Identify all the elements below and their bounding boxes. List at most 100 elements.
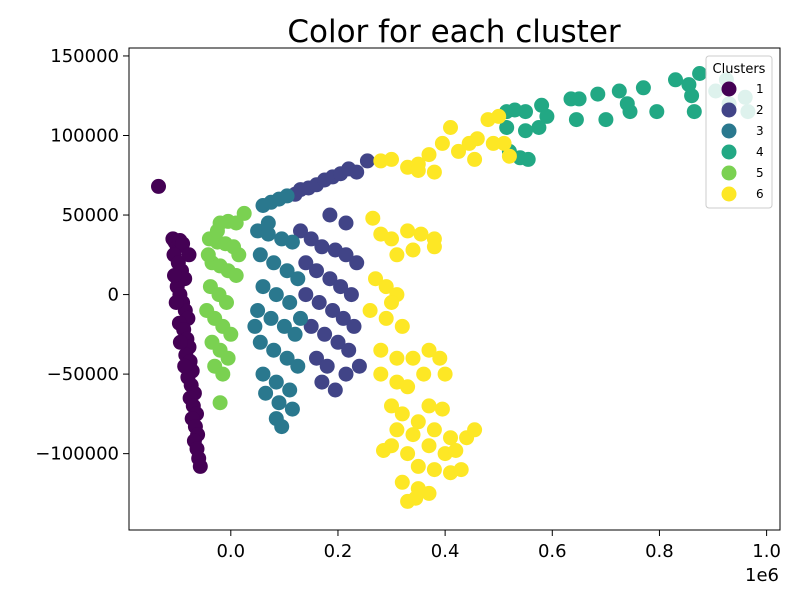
cluster-2-point: [319, 358, 335, 374]
cluster-6-point: [426, 239, 442, 255]
legend-title: Clusters: [713, 62, 766, 77]
cluster-4-point: [534, 97, 550, 113]
legend-marker-6: [721, 186, 737, 202]
cluster-3-point: [268, 374, 284, 390]
cluster-4-point: [686, 104, 702, 120]
x-axis: 0.0 0.2 0.4 0.6 0.8 1.0: [216, 530, 781, 562]
x-tick-label: 0.8: [645, 541, 674, 562]
cluster-4-point: [518, 104, 533, 120]
cluster-3-point: [276, 318, 292, 334]
legend-marker-2: [721, 102, 737, 118]
cluster-2-point: [338, 215, 354, 231]
cluster-4-point: [684, 88, 700, 104]
cluster-2-point: [327, 382, 343, 398]
cluster-4-point: [571, 91, 587, 107]
x-tick-label: 0.2: [324, 541, 353, 562]
cluster-3-point: [263, 310, 279, 326]
cluster-6-point: [467, 151, 483, 167]
cluster-5-point: [228, 268, 244, 283]
cluster-4-point: [668, 72, 683, 88]
legend-marker-3: [721, 123, 737, 139]
cluster-4-point: [499, 120, 515, 135]
cluster-2-point: [322, 271, 338, 287]
cluster-3-point: [252, 334, 268, 350]
cluster-3-point: [250, 303, 266, 318]
cluster-3-point: [266, 255, 282, 271]
cluster-2-point: [303, 231, 319, 247]
cluster-5-point: [220, 350, 236, 366]
cluster-2-point: [309, 350, 324, 366]
cluster-5-point: [199, 303, 215, 318]
cluster-2-point: [341, 342, 357, 358]
y-tick-label: −50000: [47, 364, 119, 385]
cluster-6-point: [501, 148, 517, 164]
cluster-3-point: [247, 318, 263, 334]
cluster-4-point: [622, 104, 638, 120]
cluster-2-point: [349, 255, 365, 271]
cluster-4-point: [611, 83, 627, 99]
cluster-3-point: [284, 401, 300, 417]
cluster-2-point: [303, 318, 319, 334]
cluster-1-point: [151, 178, 166, 194]
cluster-2-point: [298, 255, 314, 271]
cluster-3-point: [284, 234, 300, 250]
cluster-6-point: [421, 438, 437, 454]
cluster-3-points: [247, 188, 308, 435]
cluster-6-point: [373, 366, 389, 382]
cluster-6-point: [426, 422, 442, 438]
cluster-3-point: [266, 342, 282, 358]
cluster-4-point: [590, 86, 606, 102]
cluster-3-point: [252, 247, 268, 263]
cluster-1-point: [172, 334, 188, 350]
legend-label-3: 3: [756, 124, 764, 138]
cluster-6-point: [421, 342, 437, 358]
cluster-6-point: [453, 462, 469, 478]
legend-label-1: 1: [756, 82, 764, 96]
cluster-6-point: [378, 310, 394, 326]
cluster-4-point: [520, 151, 536, 167]
cluster-6-point: [469, 131, 485, 147]
legend: Clusters 1 2 3 4 5 6: [705, 55, 773, 209]
cluster-6-point: [496, 135, 512, 151]
cluster-6-point: [378, 279, 394, 295]
cluster-6-point: [448, 443, 464, 458]
cluster-3-point: [255, 279, 271, 295]
cluster-2-point: [351, 358, 367, 374]
cluster-5-points: [199, 205, 252, 411]
cluster-6-point: [405, 427, 421, 443]
y-tick-label: 100000: [50, 125, 119, 146]
cluster-3-point: [279, 350, 295, 366]
cluster-3-point: [268, 287, 284, 303]
cluster-2-point: [293, 223, 308, 239]
cluster-6-point: [384, 231, 399, 247]
y-tick-label: −100000: [35, 444, 119, 465]
cluster-1-point: [168, 295, 184, 310]
cluster-3-point: [260, 226, 276, 242]
cluster-6-point: [410, 458, 426, 474]
cluster-6-point: [467, 422, 483, 438]
cluster-6-point: [426, 164, 442, 180]
plot-frame: [128, 47, 781, 531]
cluster-6-point: [426, 462, 442, 478]
cluster-2-point: [325, 303, 341, 318]
cluster-6-point: [485, 135, 501, 151]
y-tick-label: 50000: [62, 205, 119, 226]
cluster-2-point: [338, 366, 354, 382]
cluster-5-point: [215, 366, 231, 382]
legend-label-6: 6: [756, 187, 764, 201]
legend-marker-4: [721, 144, 737, 160]
cluster-3-point: [290, 271, 306, 287]
cluster-6-point: [368, 271, 383, 287]
cluster-5-point: [212, 395, 228, 411]
cluster-3-point: [279, 188, 295, 204]
cluster-6-point: [437, 366, 453, 382]
cluster-6-point: [410, 163, 426, 178]
cluster-4-point: [692, 66, 708, 81]
cluster-4-point: [531, 120, 547, 135]
cluster-2-point: [317, 326, 333, 342]
cluster-6-point: [443, 120, 458, 135]
cluster-4-point: [649, 104, 665, 120]
cluster-6-point: [400, 379, 416, 395]
cluster-6-point: [413, 226, 429, 242]
